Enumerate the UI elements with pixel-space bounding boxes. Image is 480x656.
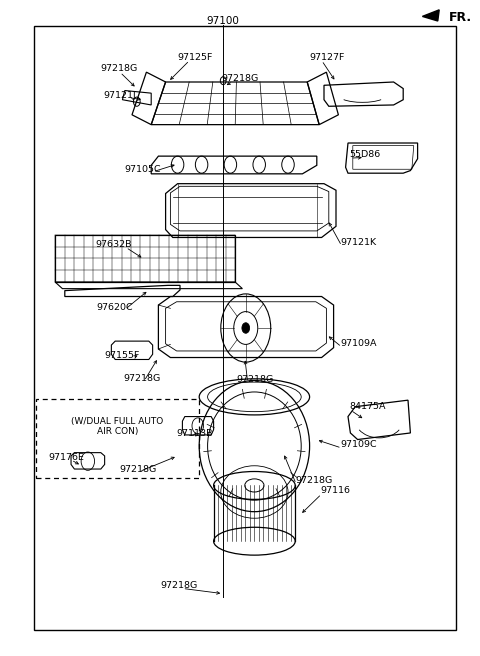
Text: 97127F: 97127F <box>310 53 345 62</box>
Text: 97125F: 97125F <box>178 52 213 62</box>
Text: 97109C: 97109C <box>341 440 377 449</box>
Bar <box>36 399 199 478</box>
Text: FR.: FR. <box>449 11 472 24</box>
Text: 97109A: 97109A <box>341 339 377 348</box>
Text: 97218G: 97218G <box>101 64 138 73</box>
Text: 97218G: 97218G <box>236 375 274 384</box>
Circle shape <box>242 323 250 333</box>
Text: 97632B: 97632B <box>95 240 132 249</box>
Text: 97105C: 97105C <box>125 165 161 174</box>
Text: 97113B: 97113B <box>177 429 213 438</box>
Text: 97121J: 97121J <box>103 91 136 100</box>
Text: 97121K: 97121K <box>341 238 377 247</box>
Text: 97155F: 97155F <box>105 351 140 360</box>
Text: 97218G: 97218G <box>295 476 333 485</box>
Text: 97218G: 97218G <box>161 581 198 590</box>
Text: 97100: 97100 <box>207 16 240 26</box>
Text: 97176E: 97176E <box>48 453 84 462</box>
Text: 84175A: 84175A <box>349 402 386 411</box>
Polygon shape <box>422 10 439 21</box>
Text: 97116: 97116 <box>321 486 350 495</box>
Bar <box>34 26 456 630</box>
Text: 97218G: 97218G <box>119 464 156 474</box>
Text: 97218G: 97218G <box>124 374 161 383</box>
Text: 97218G: 97218G <box>222 74 259 83</box>
Text: (W/DUAL FULL AUTO
AIR CON): (W/DUAL FULL AUTO AIR CON) <box>72 417 164 436</box>
Text: 55D86: 55D86 <box>349 150 381 159</box>
Text: 97620C: 97620C <box>96 302 132 312</box>
